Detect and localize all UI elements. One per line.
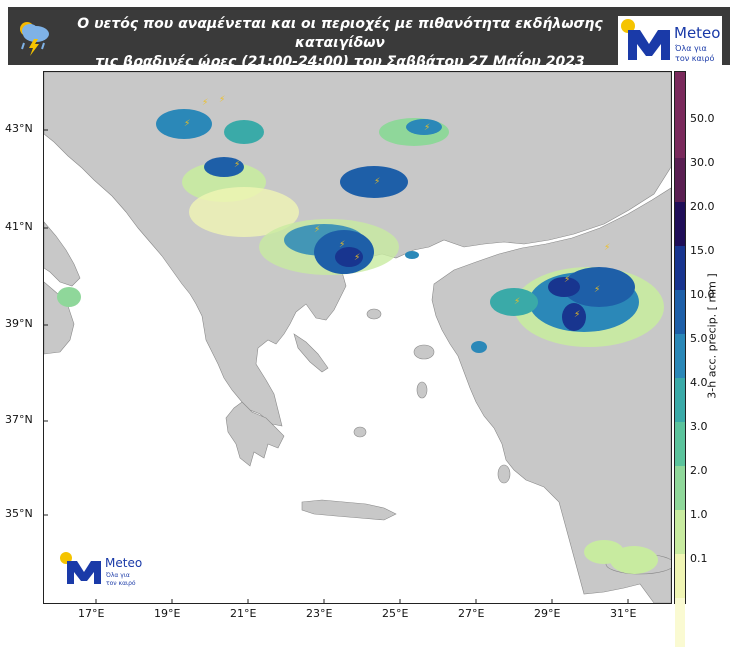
- cb-band-50: [675, 158, 685, 202]
- logo-tagline-bottom-2: τον καιρό: [106, 580, 136, 587]
- svg-text:⚡: ⚡: [514, 297, 520, 307]
- cb-band-5: [675, 378, 685, 422]
- italy-land: [44, 221, 81, 287]
- title-line-2: τις βραδινές ώρες (21:00-24:00) του Σαββ…: [95, 54, 585, 70]
- lon-tick-17: 17°E: [78, 607, 105, 620]
- rhodes-land: [497, 464, 511, 484]
- cb-label-2: 2.0: [690, 464, 708, 477]
- lon-tick-21: 21°E: [230, 607, 257, 620]
- euboea-land: [293, 333, 329, 373]
- cb-band-10: [675, 334, 685, 378]
- lesvos-land: [413, 344, 435, 360]
- cb-band-2: [675, 510, 685, 554]
- svg-text:⚡: ⚡: [424, 123, 430, 133]
- chios-land: [416, 381, 428, 399]
- svg-text:⚡: ⚡: [314, 225, 320, 235]
- naxos-land: [353, 426, 367, 438]
- svg-text:⚡: ⚡: [594, 285, 600, 295]
- cb-label-5: 5.0: [690, 332, 708, 345]
- lat-tick-39: 39°N: [5, 317, 33, 330]
- precipitation-overlay: [57, 109, 664, 574]
- lat-tick-35: 35°N: [5, 507, 33, 520]
- meteo-logo-top: Meteo Όλα για τον καιρό: [618, 16, 722, 68]
- cb-band-4: [675, 422, 685, 466]
- lon-tick-27: 27°E: [458, 607, 485, 620]
- lon-tick-31: 31°E: [610, 607, 637, 620]
- colorbar-title: 3-h acc. precip. [ mm ]: [705, 273, 719, 399]
- lat-tick-41: 41°N: [5, 220, 33, 233]
- svg-text:⚡: ⚡: [234, 160, 240, 170]
- header-banner: Ο υετός που αναμένεται και οι περιοχές μ…: [8, 7, 730, 70]
- title-line-1: Ο υετός που αναμένεται και οι περιοχές μ…: [77, 16, 603, 51]
- meteo-m-logo-icon: [621, 19, 670, 60]
- lon-tick-23: 23°E: [306, 607, 333, 620]
- cb-band-20: [675, 246, 685, 290]
- svg-text:⚡: ⚡: [564, 275, 570, 285]
- crete-land: [301, 499, 397, 521]
- svg-text:⚡: ⚡: [219, 95, 225, 105]
- cb-band-1: [675, 554, 685, 598]
- svg-text:⚡: ⚡: [339, 240, 345, 250]
- logo-name-bottom: Meteo: [105, 556, 143, 570]
- rain-lightning-cloud-icon: [20, 22, 49, 56]
- cb-band-0: [675, 598, 685, 647]
- cb-label-10: 10.0: [690, 288, 715, 301]
- page-title: Ο υετός που αναμένεται και οι περιοχές μ…: [70, 15, 610, 72]
- logo-tagline-1: Όλα για: [675, 44, 707, 53]
- cb-label-15: 15.0: [690, 244, 715, 257]
- lon-tick-19: 19°E: [154, 607, 181, 620]
- svg-text:⚡: ⚡: [184, 119, 190, 129]
- cb-band-30: [675, 202, 685, 246]
- cb-label-30: 30.0: [690, 156, 715, 169]
- precipitation-map: ⚡ ⚡ ⚡ ⚡ ⚡ ⚡ ⚡ ⚡ ⚡ ⚡ ⚡ ⚡ ⚡ ⚡: [43, 71, 672, 604]
- svg-text:⚡: ⚡: [202, 98, 208, 108]
- logo-tagline-2: τον καιρό: [675, 54, 715, 63]
- cb-label-4: 4.0: [690, 376, 708, 389]
- lat-tick-37: 37°N: [5, 413, 33, 426]
- lightning-markers: ⚡ ⚡ ⚡ ⚡ ⚡ ⚡ ⚡ ⚡ ⚡ ⚡ ⚡ ⚡ ⚡ ⚡: [184, 95, 610, 320]
- cb-band-3: [675, 466, 685, 510]
- lemnos-land: [366, 308, 382, 320]
- lon-tick-25: 25°E: [382, 607, 409, 620]
- svg-text:⚡: ⚡: [354, 253, 360, 263]
- cb-label-20: 20.0: [690, 200, 715, 213]
- cb-label-0-1: 0.1: [690, 552, 708, 565]
- logo-name: Meteo: [674, 24, 721, 42]
- lat-tick-43: 43°N: [5, 122, 33, 135]
- cb-label-1: 1.0: [690, 508, 708, 521]
- svg-text:⚡: ⚡: [604, 243, 610, 253]
- cb-label-3: 3.0: [690, 420, 708, 433]
- precip-colorbar: [674, 71, 686, 647]
- svg-text:⚡: ⚡: [574, 310, 580, 320]
- meteo-logo-bottom: Meteo Όλα για τον καιρό: [58, 550, 158, 590]
- cb-label-50: 50.0: [690, 112, 715, 125]
- peloponnese-land: [225, 401, 285, 467]
- cb-band-15: [675, 290, 685, 334]
- meteo-m-logo-icon: [60, 552, 101, 584]
- svg-text:⚡: ⚡: [374, 177, 380, 187]
- lon-tick-29: 29°E: [534, 607, 561, 620]
- graticule-ticks: [44, 129, 629, 603]
- map-canvas: ⚡ ⚡ ⚡ ⚡ ⚡ ⚡ ⚡ ⚡ ⚡ ⚡ ⚡ ⚡ ⚡ ⚡: [44, 72, 671, 603]
- logo-tagline-bottom-1: Όλα για: [106, 572, 130, 579]
- cb-band-top: [675, 72, 685, 158]
